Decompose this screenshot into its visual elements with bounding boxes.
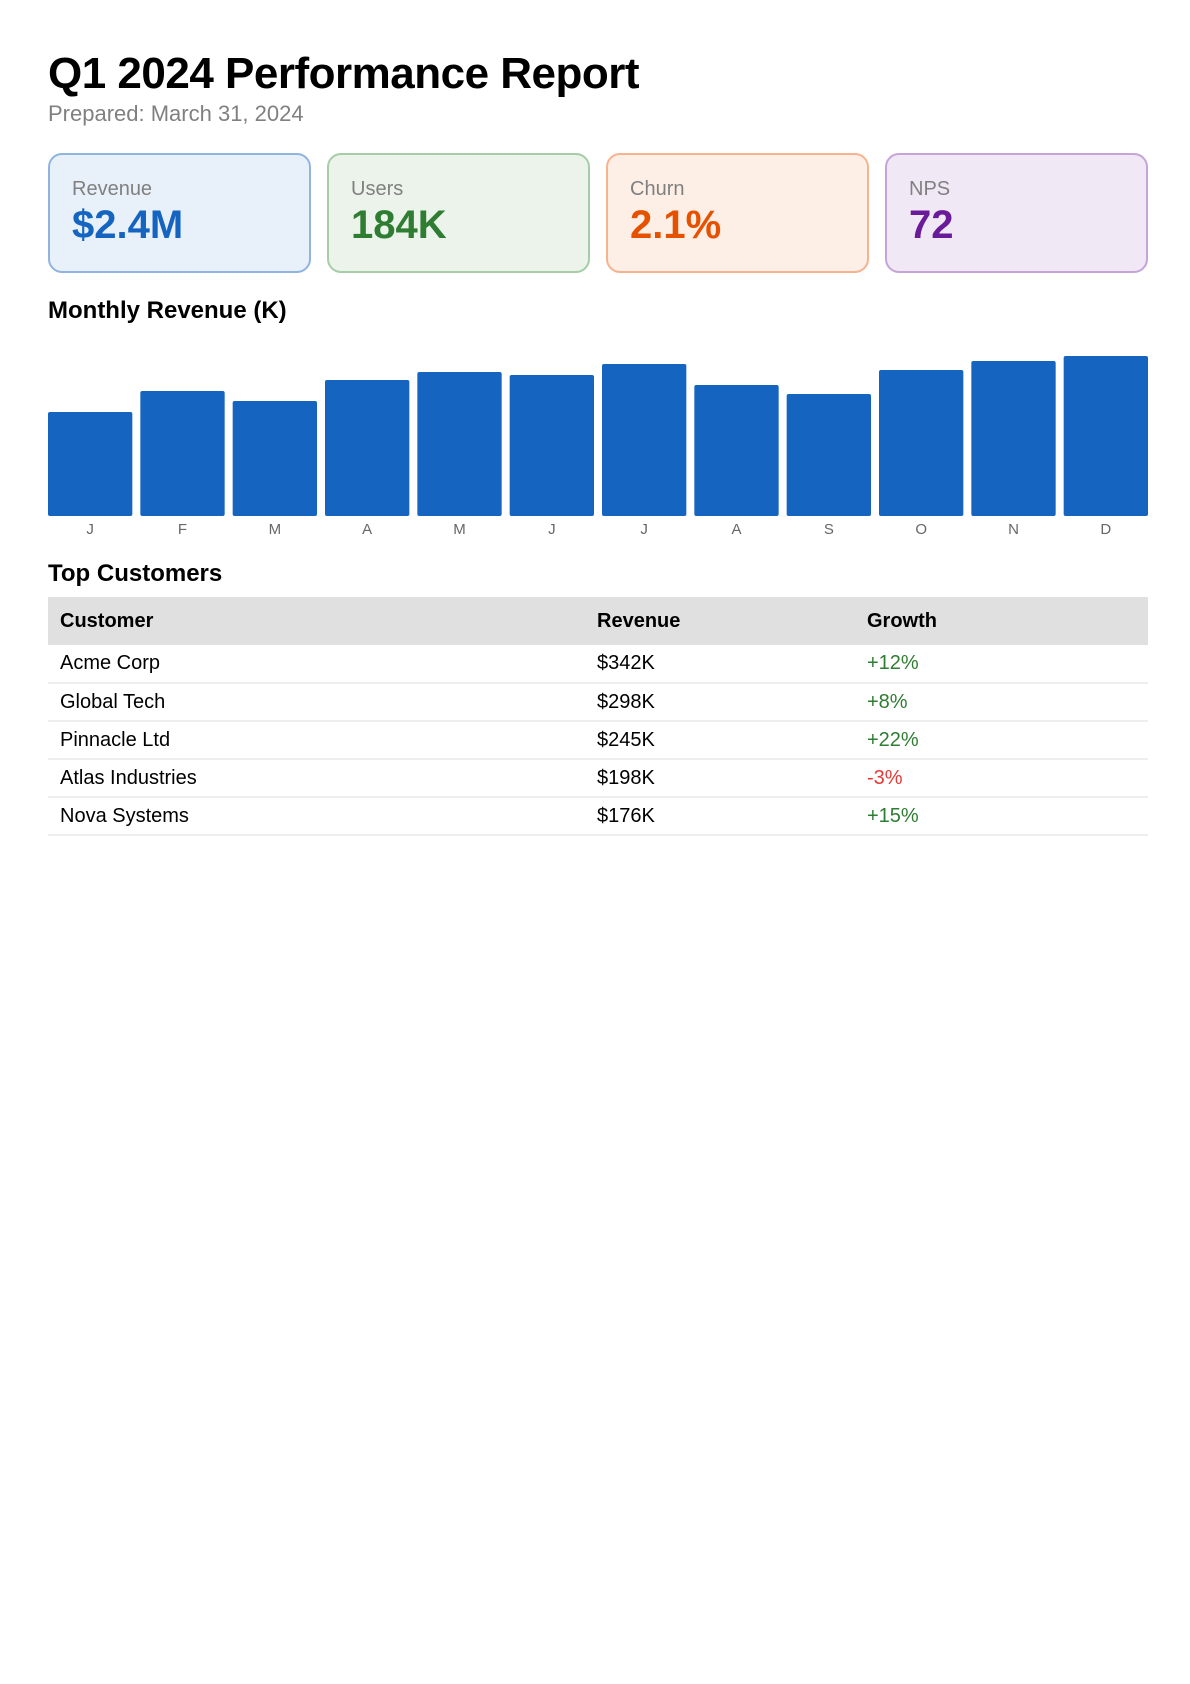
x-tick-label: J xyxy=(640,521,648,538)
bar-5 xyxy=(509,375,594,516)
prepared-date: Prepared: March 31, 2024 xyxy=(48,101,304,126)
column-header-growth: Growth xyxy=(855,597,1148,645)
customer-revenue: $298K xyxy=(585,683,855,722)
kpi-card-nps: NPS 72 xyxy=(885,153,1148,273)
customer-name: Atlas Industries xyxy=(48,759,585,798)
bar-7 xyxy=(694,385,779,516)
kpi-value: 2.1% xyxy=(630,203,722,247)
x-tick-label: F xyxy=(178,521,187,538)
customer-growth: +8% xyxy=(855,683,1148,722)
customer-name: Pinnacle Ltd xyxy=(48,721,585,760)
x-tick-label: N xyxy=(1008,521,1019,538)
bar-8 xyxy=(786,394,871,516)
bar-3 xyxy=(325,380,410,516)
table-header-row: Customer Revenue Growth xyxy=(48,597,1148,645)
column-header-customer: Customer xyxy=(48,597,585,645)
x-tick-label: O xyxy=(915,521,927,538)
bar-1 xyxy=(140,391,225,516)
kpi-card-users: Users 184K xyxy=(327,153,590,273)
bar-6 xyxy=(602,364,687,516)
chart-title: Monthly Revenue (K) xyxy=(48,297,287,324)
x-tick-label: J xyxy=(548,521,556,538)
x-tick-label: M xyxy=(269,521,282,538)
x-tick-label: M xyxy=(453,521,466,538)
bar-11 xyxy=(1063,356,1148,516)
column-header-revenue: Revenue xyxy=(585,597,855,645)
kpi-label: Users xyxy=(351,178,404,200)
customer-growth: -3% xyxy=(855,759,1148,798)
kpi-card-churn: Churn 2.1% xyxy=(606,153,869,273)
x-tick-label: A xyxy=(362,521,372,538)
bar-2 xyxy=(232,401,317,516)
kpi-label: NPS xyxy=(909,178,951,200)
x-tick-label: D xyxy=(1100,521,1111,538)
kpi-row: Revenue $2.4M Users 184K Churn 2.1% NPS … xyxy=(48,153,1148,273)
bar-9 xyxy=(879,370,964,516)
customer-revenue: $342K xyxy=(585,645,855,684)
customer-revenue: $176K xyxy=(585,797,855,836)
x-tick-label: S xyxy=(824,521,834,538)
bar-4 xyxy=(417,372,502,516)
table-row: Pinnacle Ltd $245K +22% xyxy=(48,721,1148,760)
table-row: Nova Systems $176K +15% xyxy=(48,797,1148,836)
customer-name: Global Tech xyxy=(48,683,585,722)
customer-growth: +12% xyxy=(855,645,1148,684)
customers-table: Customer Revenue Growth Acme Corp $342K … xyxy=(48,597,1148,836)
x-tick-label: J xyxy=(86,521,94,538)
kpi-label: Churn xyxy=(630,178,685,200)
bar-10 xyxy=(971,361,1056,516)
customer-growth: +15% xyxy=(855,797,1148,836)
table-row: Acme Corp $342K +12% xyxy=(48,645,1148,684)
customers-title: Top Customers xyxy=(48,560,223,587)
table-row: Atlas Industries $198K -3% xyxy=(48,759,1148,798)
bar-0 xyxy=(48,412,133,516)
kpi-card-revenue: Revenue $2.4M xyxy=(48,153,311,273)
customer-revenue: $245K xyxy=(585,721,855,760)
customer-name: Acme Corp xyxy=(48,645,585,684)
page-title: Q1 2024 Performance Report xyxy=(48,49,640,98)
kpi-value: 72 xyxy=(909,203,954,247)
table-row: Global Tech $298K +8% xyxy=(48,683,1148,722)
customer-growth: +22% xyxy=(855,721,1148,760)
kpi-value: $2.4M xyxy=(72,203,184,247)
kpi-label: Revenue xyxy=(72,178,153,200)
kpi-value: 184K xyxy=(351,203,447,247)
x-tick-label: A xyxy=(731,521,741,538)
customer-name: Nova Systems xyxy=(48,797,585,836)
customer-revenue: $198K xyxy=(585,759,855,798)
